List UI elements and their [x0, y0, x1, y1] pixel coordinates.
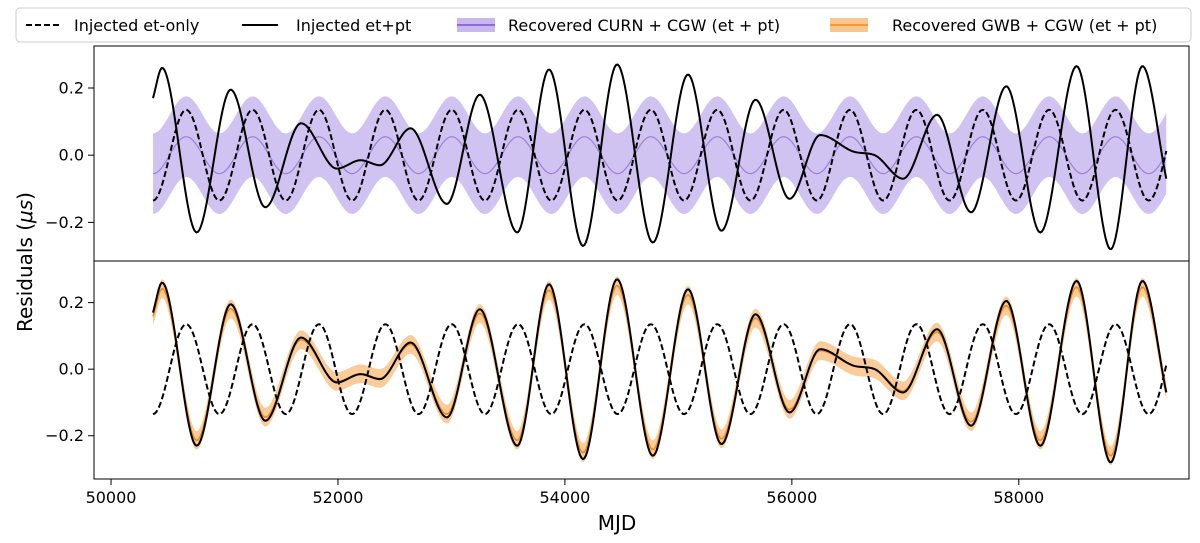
legend-entry-injected-et-only: Injected et-only [26, 16, 199, 35]
bottom-panel-frame [93, 260, 1190, 480]
legend-label-curn: Recovered CURN + CGW (et + pt) [508, 16, 780, 35]
legend-entry-injected-et-pt: Injected et+pt [242, 16, 411, 35]
legend-label-et-only: Injected et-only [74, 16, 199, 35]
top-injected-et-only-line [152, 108, 1168, 202]
legend-entry-recovered-curn: Recovered CURN + CGW (et + pt) [457, 16, 780, 35]
curn-credible-band [153, 96, 1167, 214]
top-y-tick-label: −0.2 [45, 213, 84, 232]
top-y-tick-label: 0.0 [59, 146, 84, 165]
bottom-injected-et-only-line [152, 323, 1168, 416]
curn-median-line [152, 136, 1167, 175]
y-axis-label: Residuals (μs) [13, 192, 37, 332]
top-injected-et-pt-line [152, 63, 1168, 251]
bottom-panel: 0.2 0.0 −0.2 50000 52000 54000 56000 58000 [45, 260, 1190, 507]
legend-label-gwb: Recovered GWB + CGW (et + pt) [892, 16, 1157, 35]
x-axis-label: MJD [598, 511, 637, 535]
legend-label-et-pt: Injected et+pt [296, 16, 411, 35]
x-ticks: 50000 52000 54000 56000 58000 [86, 479, 1044, 507]
y-axis-label-suffix: ) [13, 192, 37, 200]
top-panel: 0.2 0.0 −0.2 [45, 45, 1190, 262]
bottom-injected-et-pt-line [152, 278, 1168, 464]
x-tick-label: 54000 [539, 488, 590, 507]
legend-frame [15, 7, 1192, 43]
legend-entry-recovered-gwb: Recovered GWB + CGW (et + pt) [830, 16, 1157, 35]
bottom-y-ticks: 0.2 0.0 −0.2 [45, 293, 94, 445]
y-axis-label-prefix: Residuals ( [13, 223, 37, 332]
gwb-credible-band [153, 276, 1167, 465]
bottom-y-tick-label: 0.0 [59, 360, 84, 379]
legend: Injected et-only Injected et+pt Recovere… [15, 7, 1192, 43]
top-y-tick-label: 0.2 [59, 78, 84, 97]
x-tick-label: 58000 [993, 488, 1044, 507]
y-axis-label-unit: μs [13, 200, 37, 224]
top-y-ticks: 0.2 0.0 −0.2 [45, 78, 94, 232]
x-tick-label: 52000 [313, 488, 364, 507]
x-tick-label: 50000 [86, 488, 137, 507]
bottom-y-tick-label: 0.2 [59, 293, 84, 312]
bottom-y-tick-label: −0.2 [45, 426, 84, 445]
x-tick-label: 56000 [766, 488, 817, 507]
